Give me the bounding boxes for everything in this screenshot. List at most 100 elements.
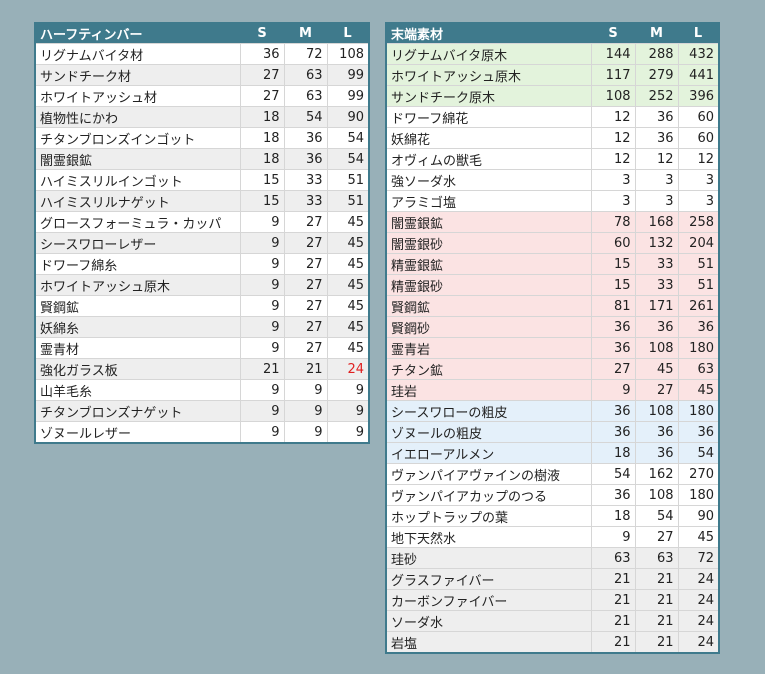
cell-s[interactable]: 9 bbox=[240, 379, 285, 401]
cell-name[interactable]: 岩塩 bbox=[386, 631, 592, 653]
cell-l[interactable]: 180 bbox=[678, 337, 719, 359]
cell-m[interactable]: 252 bbox=[635, 85, 679, 107]
table-row[interactable]: ホワイトアッシュ原木 9 27 45 bbox=[35, 274, 369, 296]
table-row[interactable]: 妖綿花 12 36 60 bbox=[386, 127, 719, 149]
cell-l[interactable]: 3 bbox=[678, 169, 719, 191]
cell-l[interactable]: 24 bbox=[678, 589, 719, 611]
cell-l[interactable]: 63 bbox=[678, 358, 719, 380]
cell-m[interactable]: 33 bbox=[635, 253, 679, 275]
cell-m[interactable]: 21 bbox=[284, 358, 328, 380]
cell-m[interactable]: 132 bbox=[635, 232, 679, 254]
cell-l[interactable]: 258 bbox=[678, 211, 719, 233]
cell-name[interactable]: ホワイトアッシュ原木 bbox=[35, 274, 241, 296]
table-row[interactable]: ホワイトアッシュ材 27 63 99 bbox=[35, 85, 369, 107]
cell-name[interactable]: ドワーフ綿糸 bbox=[35, 253, 241, 275]
cell-l[interactable]: 90 bbox=[678, 505, 719, 527]
cell-name[interactable]: 山羊毛糸 bbox=[35, 379, 241, 401]
cell-m[interactable]: 33 bbox=[284, 169, 328, 191]
cell-name[interactable]: サンドチーク材 bbox=[35, 64, 241, 86]
cell-s[interactable]: 78 bbox=[591, 211, 636, 233]
cell-s[interactable]: 18 bbox=[240, 106, 285, 128]
table-row[interactable]: 珪岩 9 27 45 bbox=[386, 379, 719, 401]
cell-l[interactable]: 36 bbox=[678, 421, 719, 443]
cell-m[interactable]: 108 bbox=[635, 337, 679, 359]
cell-m[interactable]: 3 bbox=[635, 169, 679, 191]
table-row[interactable]: チタン鉱 27 45 63 bbox=[386, 358, 719, 380]
cell-name[interactable]: 賢鋼鉱 bbox=[386, 295, 592, 317]
table-row[interactable]: ソーダ水 21 21 24 bbox=[386, 610, 719, 632]
cell-m[interactable]: 21 bbox=[635, 631, 679, 653]
cell-s[interactable]: 15 bbox=[240, 169, 285, 191]
table-row[interactable]: ヴァンパイアヴァインの樹液 54 162 270 bbox=[386, 463, 719, 485]
cell-s[interactable]: 15 bbox=[240, 190, 285, 212]
cell-l[interactable]: 180 bbox=[678, 400, 719, 422]
cell-s[interactable]: 117 bbox=[591, 64, 636, 86]
table-row[interactable]: ドワーフ綿糸 9 27 45 bbox=[35, 253, 369, 275]
cell-s[interactable]: 54 bbox=[591, 463, 636, 485]
cell-s[interactable]: 9 bbox=[240, 337, 285, 359]
table-row[interactable]: 闇霊銀鉱 18 36 54 bbox=[35, 148, 369, 170]
cell-l[interactable]: 36 bbox=[678, 316, 719, 338]
cell-s[interactable]: 63 bbox=[591, 547, 636, 569]
cell-name[interactable]: 霊青材 bbox=[35, 337, 241, 359]
cell-m[interactable]: 168 bbox=[635, 211, 679, 233]
cell-m[interactable]: 108 bbox=[635, 400, 679, 422]
cell-l[interactable]: 90 bbox=[327, 106, 369, 128]
cell-m[interactable]: 171 bbox=[635, 295, 679, 317]
table-row[interactable]: グラスファイバー 21 21 24 bbox=[386, 568, 719, 590]
cell-m[interactable]: 279 bbox=[635, 64, 679, 86]
cell-l[interactable]: 45 bbox=[327, 274, 369, 296]
cell-name[interactable]: 珪岩 bbox=[386, 379, 592, 401]
cell-m[interactable]: 3 bbox=[635, 190, 679, 212]
cell-m[interactable]: 27 bbox=[284, 232, 328, 254]
table-row[interactable]: ホップトラップの葉 18 54 90 bbox=[386, 505, 719, 527]
table-row[interactable]: サンドチーク材 27 63 99 bbox=[35, 64, 369, 86]
cell-m[interactable]: 54 bbox=[635, 505, 679, 527]
cell-name[interactable]: 地下天然水 bbox=[386, 526, 592, 548]
table-row[interactable]: ドワーフ綿花 12 36 60 bbox=[386, 106, 719, 128]
cell-name[interactable]: ヴァンパイアカップのつる bbox=[386, 484, 592, 506]
cell-s[interactable]: 3 bbox=[591, 190, 636, 212]
cell-m[interactable]: 12 bbox=[635, 148, 679, 170]
cell-name[interactable]: グラスファイバー bbox=[386, 568, 592, 590]
table-row[interactable]: ハイミスリルインゴット 15 33 51 bbox=[35, 169, 369, 191]
cell-m[interactable]: 9 bbox=[284, 421, 328, 443]
table-row[interactable]: 闇霊銀鉱 78 168 258 bbox=[386, 211, 719, 233]
cell-m[interactable]: 36 bbox=[635, 442, 679, 464]
cell-l[interactable]: 270 bbox=[678, 463, 719, 485]
cell-l[interactable]: 60 bbox=[678, 127, 719, 149]
table-row[interactable]: アラミゴ塩 3 3 3 bbox=[386, 190, 719, 212]
cell-m[interactable]: 63 bbox=[284, 64, 328, 86]
cell-name[interactable]: オヴィムの獣毛 bbox=[386, 148, 592, 170]
cell-s[interactable]: 21 bbox=[591, 610, 636, 632]
cell-s[interactable]: 36 bbox=[591, 316, 636, 338]
cell-name[interactable]: 闇霊銀砂 bbox=[386, 232, 592, 254]
cell-l[interactable]: 9 bbox=[327, 421, 369, 443]
table-row[interactable]: リグナムバイタ原木 144 288 432 bbox=[386, 43, 719, 65]
cell-m[interactable]: 36 bbox=[635, 316, 679, 338]
cell-s[interactable]: 9 bbox=[240, 232, 285, 254]
cell-l[interactable]: 45 bbox=[327, 253, 369, 275]
cell-l[interactable]: 108 bbox=[327, 43, 369, 65]
cell-s[interactable]: 27 bbox=[240, 64, 285, 86]
cell-l[interactable]: 45 bbox=[678, 526, 719, 548]
cell-s[interactable]: 9 bbox=[240, 316, 285, 338]
cell-m[interactable]: 21 bbox=[635, 589, 679, 611]
cell-name[interactable]: リグナムバイタ材 bbox=[35, 43, 241, 65]
cell-s[interactable]: 9 bbox=[591, 379, 636, 401]
cell-name[interactable]: 闇霊銀鉱 bbox=[386, 211, 592, 233]
table-row[interactable]: オヴィムの獣毛 12 12 12 bbox=[386, 148, 719, 170]
cell-s[interactable]: 9 bbox=[240, 253, 285, 275]
cell-m[interactable]: 72 bbox=[284, 43, 328, 65]
cell-l[interactable]: 51 bbox=[678, 253, 719, 275]
cell-s[interactable]: 9 bbox=[240, 211, 285, 233]
cell-l[interactable]: 45 bbox=[327, 295, 369, 317]
cell-l[interactable]: 45 bbox=[327, 316, 369, 338]
table-row[interactable]: 山羊毛糸 9 9 9 bbox=[35, 379, 369, 401]
cell-name[interactable]: 精霊銀鉱 bbox=[386, 253, 592, 275]
cell-m[interactable]: 27 bbox=[635, 379, 679, 401]
cell-name[interactable]: ホップトラップの葉 bbox=[386, 505, 592, 527]
cell-l[interactable]: 3 bbox=[678, 190, 719, 212]
table-row[interactable]: 妖綿糸 9 27 45 bbox=[35, 316, 369, 338]
cell-l[interactable]: 9 bbox=[327, 400, 369, 422]
